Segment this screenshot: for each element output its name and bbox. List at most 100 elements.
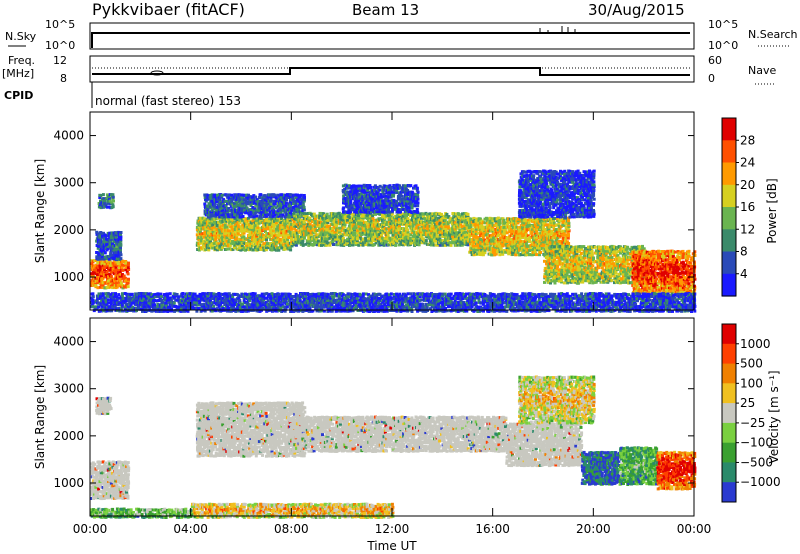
power-cell [240, 207, 244, 211]
power-cell [119, 231, 123, 234]
power-cell [290, 225, 294, 228]
power-cell [295, 231, 299, 235]
power-cell [223, 225, 227, 229]
power-cell [122, 279, 126, 283]
power-cell [236, 231, 240, 235]
power-cell [107, 283, 111, 286]
power-cell [299, 193, 303, 197]
power-cell [300, 228, 304, 232]
power-cell [290, 208, 294, 212]
power-cell [257, 231, 261, 235]
power-cell [227, 219, 230, 223]
power-cell [240, 244, 244, 248]
power-cell [416, 204, 420, 208]
power-cell [257, 196, 261, 200]
power-cell [260, 204, 264, 208]
power-cell [249, 200, 253, 204]
power-cell [215, 208, 219, 212]
power-cell [112, 264, 116, 268]
power-cell [103, 251, 107, 255]
power-cell [290, 222, 293, 226]
power-cell [308, 218, 312, 222]
power-cell [112, 272, 116, 276]
power-cell [287, 215, 291, 219]
power-cell [238, 241, 242, 245]
power-cell [272, 225, 276, 229]
power-cell [254, 240, 257, 244]
power-cell [201, 223, 205, 227]
power-cell [111, 286, 115, 290]
power-cell [103, 199, 107, 203]
power-cell [123, 276, 127, 280]
power-cell [200, 227, 204, 231]
power-cell [239, 246, 243, 250]
power-cell [113, 279, 117, 283]
power-cell [225, 225, 229, 229]
power-cell [286, 240, 290, 244]
power-cell [277, 233, 281, 237]
power-cell [293, 227, 297, 231]
power-cell [241, 196, 245, 200]
power-cell [292, 211, 296, 215]
power-cell [276, 238, 280, 241]
power-cell [259, 247, 263, 251]
power-cell [225, 194, 229, 198]
power-cell [270, 237, 274, 241]
power-cell [206, 206, 210, 210]
power-cell [263, 208, 267, 212]
power-cell [110, 249, 114, 253]
power-cell [101, 265, 105, 269]
power-cell [237, 208, 240, 212]
power-cell [99, 268, 103, 272]
power-cell [239, 225, 243, 229]
power-cell [274, 206, 278, 210]
freq-unit: [MHz] [2, 67, 34, 80]
power-cell [302, 220, 306, 224]
power-cell [281, 196, 285, 200]
power-cell [209, 204, 212, 208]
power-cell [223, 205, 227, 209]
power-cell [91, 270, 95, 274]
power-cell [274, 233, 278, 237]
power-cell [269, 237, 273, 241]
power-cell [289, 248, 293, 252]
power-echo-band [291, 211, 470, 247]
power-cell [289, 196, 293, 200]
power-cell [114, 265, 118, 269]
power-cell [286, 208, 289, 212]
power-cell [286, 221, 290, 225]
power-cell [218, 229, 222, 233]
power-cell [278, 227, 282, 230]
power-echo-band [97, 193, 115, 210]
power-cell [118, 279, 122, 282]
power-cell [195, 241, 199, 245]
power-cell [274, 219, 278, 223]
power-cell [124, 285, 128, 289]
freq-panel: Freq. [MHz] 12 8 60 0 Nave CPID normal (… [2, 54, 776, 108]
power-cell [200, 235, 204, 239]
power-cell [103, 255, 107, 259]
power-cell [244, 245, 248, 249]
power-cell [215, 243, 219, 247]
power-cell [214, 221, 218, 225]
power-cell [117, 231, 121, 235]
power-cell [208, 218, 212, 222]
power-cell [271, 222, 275, 226]
power-cell [207, 244, 211, 248]
power-cell [119, 257, 123, 261]
power-cell [526, 183, 530, 187]
power-cell [288, 218, 292, 222]
power-cell [265, 213, 268, 216]
power-cell [243, 217, 247, 221]
power-cell [219, 247, 223, 251]
power-cell [111, 283, 115, 287]
power-cell [234, 210, 238, 214]
power-cell [277, 212, 281, 216]
power-cell [207, 202, 211, 206]
power-cell [265, 232, 268, 236]
power-cell [228, 235, 232, 239]
power-cell [220, 211, 224, 215]
power-cell [198, 230, 202, 234]
power-cell [301, 230, 305, 234]
